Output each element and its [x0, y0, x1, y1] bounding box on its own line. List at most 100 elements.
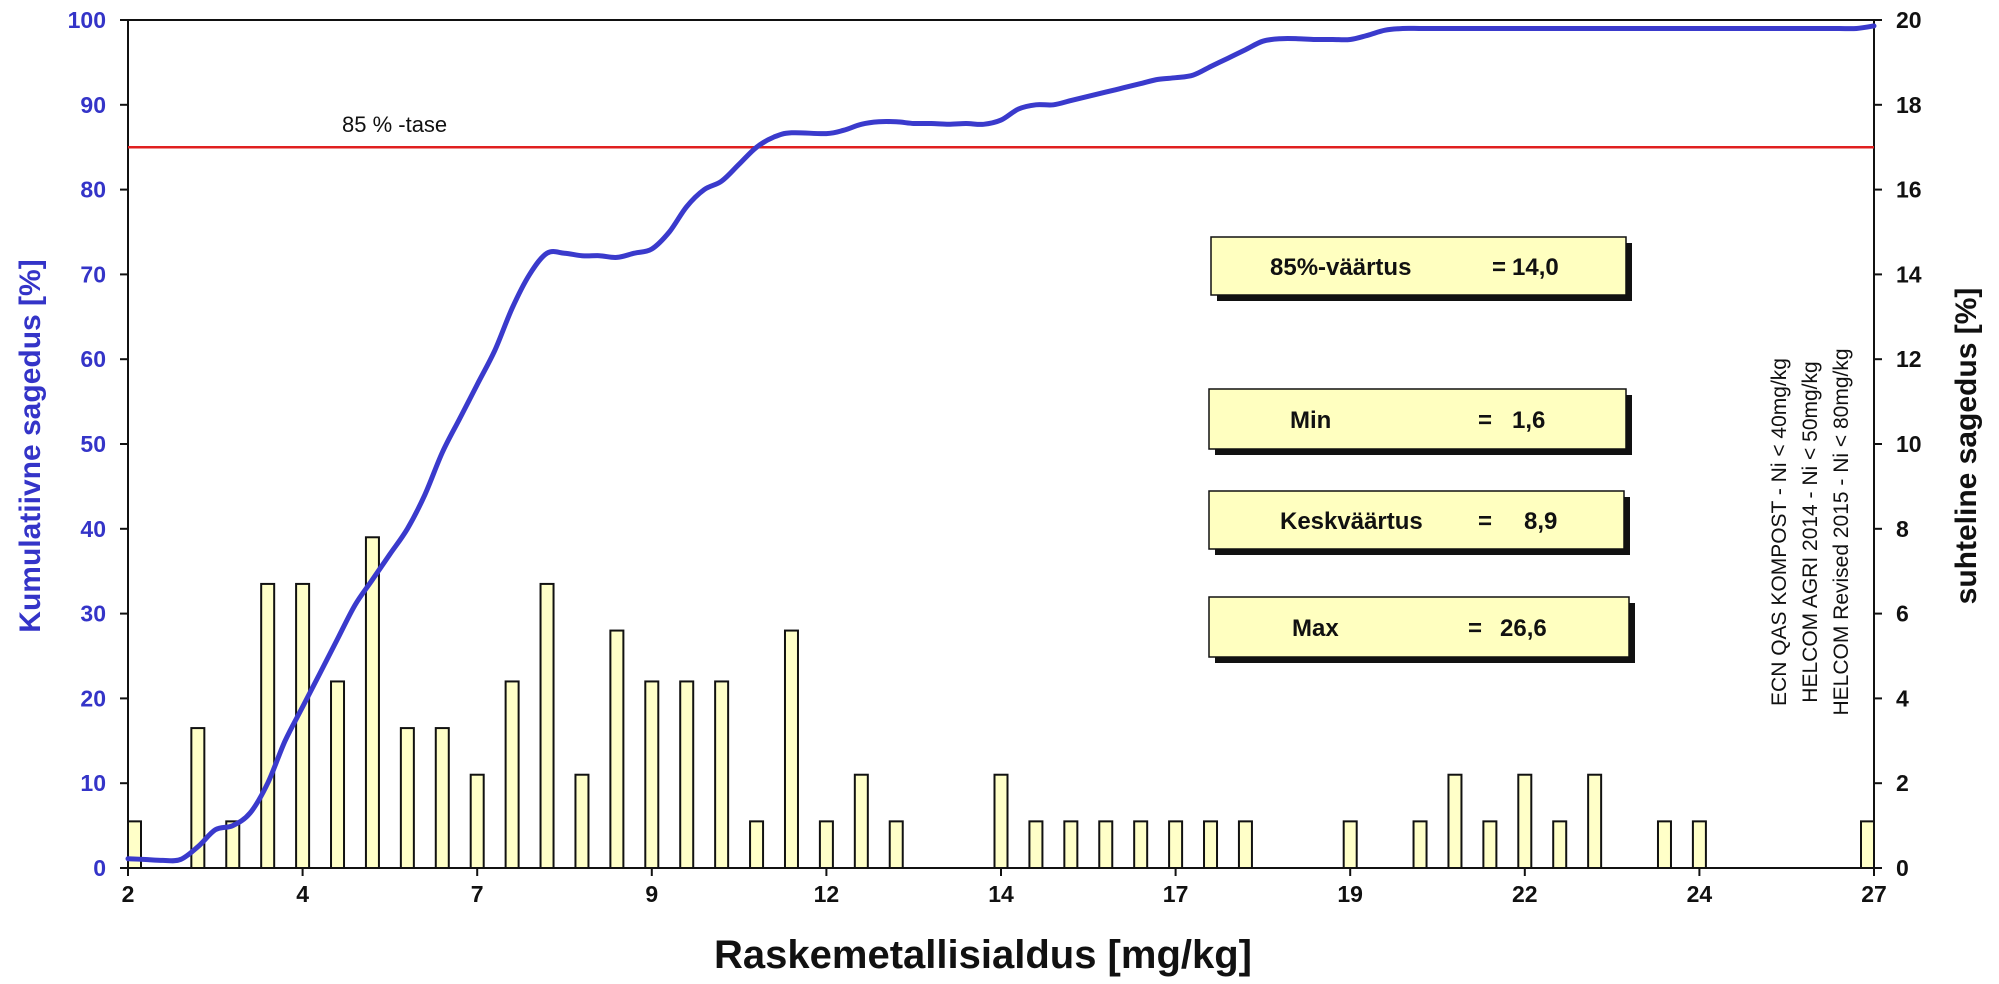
frequency-bar — [539, 582, 555, 869]
frequency-bar — [469, 773, 485, 869]
x-tick-label: 14 — [988, 881, 1014, 907]
y-right-tick-label: 18 — [1896, 92, 1922, 118]
frequency-bar — [1691, 820, 1707, 869]
stat-box: Keskväärtus = 8,9 — [1208, 490, 1630, 555]
threshold-note-3: HELCOM Revised 2015 - Ni < 80mg/kg — [1830, 348, 1853, 715]
stat-box-equals: = — [1478, 508, 1492, 535]
frequency-bar — [1587, 773, 1603, 869]
x-tick-label: 27 — [1861, 881, 1887, 907]
y-left-tick-label: 70 — [80, 261, 106, 287]
frequency-bar — [1552, 820, 1568, 869]
frequency-bar — [1482, 820, 1498, 869]
stat-box-label: 85%-väärtus — [1270, 254, 1411, 281]
y-right-tick-label: 4 — [1896, 685, 1909, 711]
frequency-bar — [1342, 820, 1358, 869]
frequency-bar — [399, 727, 415, 870]
frequency-bar — [1237, 820, 1253, 869]
frequency-bar — [190, 727, 206, 870]
frequency-bar — [818, 820, 834, 869]
frequency-bar — [1203, 820, 1219, 869]
frequency-bar — [993, 773, 1009, 869]
stat-box-value: 1,6 — [1512, 407, 1545, 434]
x-tick-label: 7 — [471, 881, 484, 907]
frequency-bar — [1168, 820, 1184, 869]
frequency-bar — [888, 820, 904, 869]
y-left-axis-title: Kumulatiivne sagedus [%] — [14, 259, 47, 632]
x-tick-label: 12 — [814, 881, 840, 907]
y-left-tick-label: 50 — [80, 431, 106, 457]
frequency-bar — [434, 727, 450, 870]
y-left-tick-label: 0 — [93, 855, 106, 881]
y-left-tick-label: 10 — [80, 770, 106, 796]
y-left-tick-label: 90 — [80, 92, 106, 118]
frequency-bar — [1517, 773, 1533, 869]
frequency-bar — [609, 629, 625, 869]
x-tick-label: 4 — [296, 881, 309, 907]
stat-box-equals: = — [1468, 615, 1482, 642]
frequency-bar — [364, 536, 380, 870]
frequency-bar — [295, 582, 311, 869]
frequency-bar — [1098, 820, 1114, 869]
stat-box-equals: = — [1478, 407, 1492, 434]
stat-box-value: 14,0 — [1512, 254, 1559, 281]
frequency-bar — [1447, 773, 1463, 869]
stat-box-panel — [1208, 490, 1625, 550]
y-left-tick-label: 60 — [80, 346, 106, 372]
frequency-bar — [1028, 820, 1044, 869]
frequency-bar — [714, 680, 730, 869]
reference-line-label: 85 % -tase — [342, 112, 447, 137]
frequency-bar — [749, 820, 765, 869]
y-right-axis-title: suhteline sagedus [%] — [1950, 288, 1983, 605]
stat-box-label: Keskväärtus — [1280, 508, 1423, 535]
frequency-bar — [260, 582, 276, 869]
stat-box-panel — [1208, 388, 1627, 450]
threshold-note-2: HELCOM AGRI 2014 - Ni < 50mg/kg — [1799, 361, 1822, 702]
y-left-tick-label: 30 — [80, 601, 106, 627]
stat-box-label: Max — [1292, 615, 1339, 642]
y-right-tick-label: 6 — [1896, 601, 1909, 627]
stat-box-equals: = — [1492, 254, 1506, 281]
frequency-bar — [644, 680, 660, 869]
bars-layer — [127, 536, 1875, 870]
x-tick-label: 9 — [645, 881, 658, 907]
stat-box-panel — [1208, 596, 1630, 658]
y-right-tick-label: 0 — [1896, 855, 1909, 881]
y-right-tick-label: 2 — [1896, 770, 1909, 796]
y-left-tick-label: 100 — [68, 7, 106, 33]
stat-box-panel — [1210, 236, 1627, 296]
frequency-bar — [1860, 820, 1875, 869]
y-right-tick-label: 20 — [1896, 7, 1922, 33]
cumulative-line — [125, 23, 1877, 864]
cumulative-line-layer — [125, 23, 1877, 864]
x-tick-label: 17 — [1163, 881, 1189, 907]
stat-box-value: 8,9 — [1524, 508, 1557, 535]
frequency-bar — [225, 820, 241, 869]
ticks-layer: 0102030405060708090100024681012141618202… — [68, 7, 1922, 907]
x-tick-label: 19 — [1337, 881, 1363, 907]
x-tick-label: 24 — [1687, 881, 1713, 907]
stat-box-label: Min — [1290, 407, 1331, 434]
y-left-tick-label: 20 — [80, 685, 106, 711]
frequency-bar — [783, 629, 799, 869]
y-right-tick-label: 8 — [1896, 516, 1909, 542]
frequency-bar — [504, 680, 520, 869]
x-axis-title: Raskemetallisialdus [mg/kg] — [714, 933, 1252, 977]
stat-box: Max = 26,6 — [1208, 596, 1635, 663]
frequency-bar — [679, 680, 695, 869]
y-right-tick-label: 12 — [1896, 346, 1922, 372]
threshold-note-1: ECN QAS KOMPOST - Ni < 40mg/kg — [1768, 358, 1791, 706]
y-right-tick-label: 16 — [1896, 177, 1922, 203]
frequency-bar — [1656, 820, 1672, 869]
y-left-tick-label: 40 — [80, 516, 106, 542]
frequency-bar — [1133, 820, 1149, 869]
y-right-tick-label: 14 — [1896, 261, 1922, 287]
frequency-bar — [1412, 820, 1428, 869]
stat-box-value: 26,6 — [1500, 615, 1547, 642]
frequency-bar — [1063, 820, 1079, 869]
frequency-bar — [574, 773, 590, 869]
frequency-bar — [330, 680, 346, 869]
frequency-bar — [127, 820, 142, 869]
frequency-bar — [853, 773, 869, 869]
